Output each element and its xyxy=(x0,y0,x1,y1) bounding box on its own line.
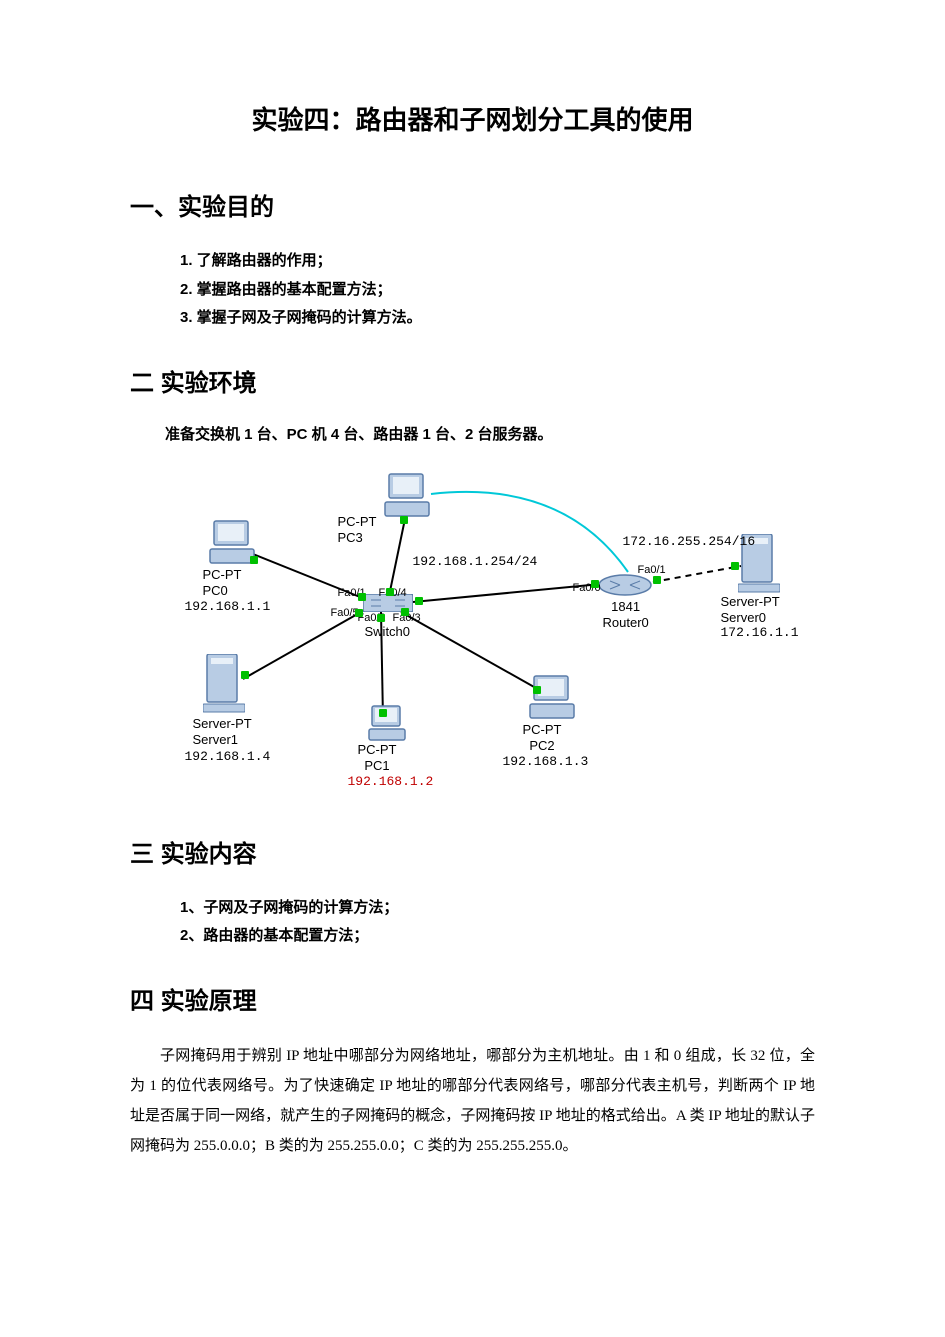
link-dot xyxy=(591,580,599,588)
pc3-icon xyxy=(383,472,431,520)
pc3-type: PC-PT xyxy=(338,514,377,529)
pc0-type: PC-PT xyxy=(203,567,242,582)
network-diagram: PC-PT PC3 PC-PT PC0 192.168.1.1 Switch0 … xyxy=(133,464,813,804)
link-dot xyxy=(377,614,385,622)
port-fa01-r: Fa0/1 xyxy=(638,564,666,576)
content-1: 1、子网及子网掩码的计算方法； xyxy=(180,894,815,923)
server1-name: Server1 xyxy=(193,732,239,747)
link-dot xyxy=(415,597,423,605)
section-2-heading: 二 实验环境 xyxy=(130,363,815,398)
server1-icon xyxy=(203,654,245,714)
pc1-icon xyxy=(368,704,406,742)
pc1-type: PC-PT xyxy=(358,742,397,757)
pc2-icon xyxy=(528,674,576,722)
pc3-name: PC3 xyxy=(338,530,363,545)
objective-2: 2. 掌握路由器的基本配置方法； xyxy=(180,276,815,305)
page-title: 实验四：路由器和子网划分工具的使用 xyxy=(130,100,815,137)
link-dot xyxy=(358,593,366,601)
link-dot xyxy=(250,556,258,564)
route-left-ip: 192.168.1.254/24 xyxy=(413,554,538,569)
router0-name: Router0 xyxy=(603,615,649,630)
section-3-heading: 三 实验内容 xyxy=(130,834,815,869)
route-right-ip: 172.16.255.254/16 xyxy=(623,534,756,549)
link-dot xyxy=(241,671,249,679)
pc2-type: PC-PT xyxy=(523,722,562,737)
env-text: 准备交换机 1 台、PC 机 4 台、路由器 1 台、2 台服务器。 xyxy=(165,423,815,444)
server0-type: Server-PT xyxy=(721,594,780,609)
content-2: 2、路由器的基本配置方法； xyxy=(180,922,815,951)
switch0-name: Switch0 xyxy=(365,624,411,640)
pc0-ip: 192.168.1.1 xyxy=(185,599,271,614)
link-dot xyxy=(533,686,541,694)
objective-1: 1. 了解路由器的作用； xyxy=(180,247,815,276)
pc2-name: PC2 xyxy=(529,738,554,753)
principle-text: 子网掩码用于辨别 IP 地址中哪部分为网络地址，哪部分为主机地址。由 1 和 0… xyxy=(130,1041,815,1161)
link-dot xyxy=(653,576,661,584)
pc0-icon xyxy=(208,519,256,567)
link-dot xyxy=(379,709,387,717)
router0-icon xyxy=(598,574,653,596)
link-dot xyxy=(386,588,394,596)
server1-ip: 192.168.1.4 xyxy=(185,749,271,764)
server0-name: Server0 xyxy=(721,610,767,625)
objective-3: 3. 掌握子网及子网掩码的计算方法。 xyxy=(180,304,815,333)
server1-type: Server-PT xyxy=(193,716,252,731)
pc1-name: PC1 xyxy=(364,758,389,773)
pc0-name: PC0 xyxy=(203,583,228,598)
link-dot xyxy=(400,516,408,524)
section-4-heading: 四 实验原理 xyxy=(130,981,815,1016)
pc1-ip: 192.168.1.2 xyxy=(348,774,434,789)
link-dot xyxy=(731,562,739,570)
server0-ip: 172.16.1.1 xyxy=(721,625,799,640)
link-dot xyxy=(401,608,409,616)
pc2-ip: 192.168.1.3 xyxy=(503,754,589,769)
router0-model: 1841 xyxy=(611,599,640,614)
link-dot xyxy=(355,609,363,617)
section-1-heading: 一、实验目的 xyxy=(130,187,815,222)
